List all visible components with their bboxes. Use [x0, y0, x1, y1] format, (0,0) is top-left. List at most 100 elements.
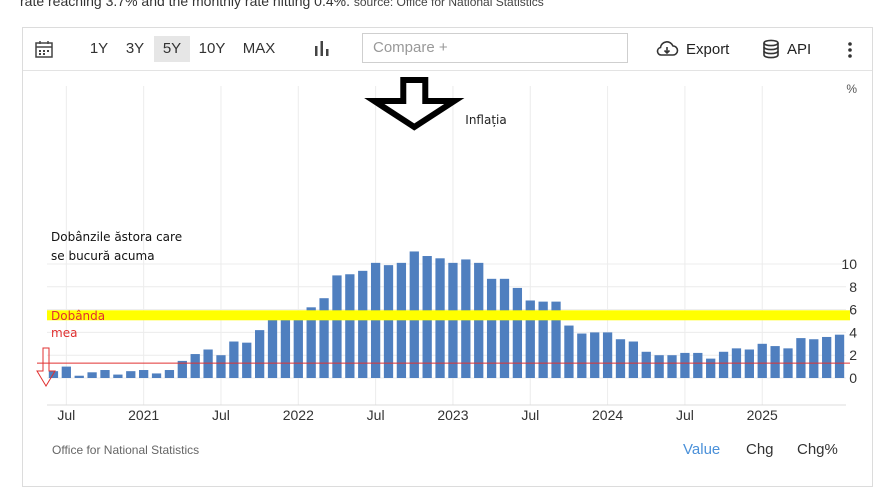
- calendar-icon[interactable]: [35, 40, 53, 58]
- bar: [229, 341, 239, 378]
- bar: [834, 334, 845, 378]
- bar: [538, 301, 548, 378]
- more-options-icon[interactable]: [846, 40, 854, 60]
- bar: [190, 354, 200, 378]
- x-axis-ticks: Jul 2021 Jul 2022 Jul 2023 Jul 2024 Jul 2025: [57, 407, 778, 423]
- bar: [151, 373, 162, 378]
- page-caption: rate reaching 3.7% and the monthly rate …: [20, 0, 544, 9]
- bar: [757, 343, 767, 378]
- x-tick-label: 2023: [437, 407, 468, 423]
- mode-chg-tab[interactable]: Chg: [746, 441, 774, 458]
- y-tick-label: 6: [849, 302, 857, 318]
- x-tick-label: 2025: [747, 407, 778, 423]
- bar: [706, 358, 716, 378]
- bar: [590, 332, 600, 378]
- bar: [139, 370, 149, 378]
- bar: [499, 278, 510, 378]
- y-tick-label: 2: [849, 347, 857, 363]
- bar: [693, 352, 703, 378]
- bar: [254, 330, 265, 378]
- x-tick-label: Jul: [521, 407, 539, 423]
- bar: [809, 339, 819, 378]
- x-tick-label: 2024: [592, 407, 623, 423]
- bar: [293, 315, 303, 378]
- bar: [370, 262, 381, 378]
- bar: [680, 352, 690, 378]
- x-tick-label: Jul: [367, 407, 385, 423]
- chart-type-icon[interactable]: [313, 40, 331, 58]
- y-axis-ticks: 0 2 4 6 8 10: [841, 256, 857, 386]
- bar: [796, 338, 806, 378]
- bar: [577, 333, 587, 378]
- bar: [358, 270, 368, 378]
- my-rate-label: Dobânda: [51, 309, 105, 323]
- bar: [718, 351, 729, 378]
- export-button[interactable]: Export: [655, 36, 729, 62]
- range-5y-button[interactable]: 5Y: [154, 36, 190, 62]
- bar: [770, 346, 780, 378]
- chart-toolbar: 1Y 3Y 5Y 10Y MAX Compare + Export: [23, 28, 872, 71]
- grid-lines: [47, 86, 846, 406]
- cloud-download-icon: [656, 41, 679, 56]
- savings-label: se bucură acuma: [51, 249, 155, 263]
- bar: [61, 366, 71, 378]
- mode-value-tab[interactable]: Value: [683, 441, 721, 458]
- bar: [551, 301, 561, 378]
- y-tick-label: 10: [841, 256, 857, 272]
- x-tick-label: 2022: [283, 407, 314, 423]
- bar: [383, 265, 394, 378]
- bar: [87, 372, 97, 378]
- bar: [242, 342, 252, 378]
- down-arrow-icon: [364, 77, 465, 131]
- small-down-arrow-icon: [36, 347, 56, 387]
- y-tick-label: 0: [849, 370, 857, 386]
- bar: [216, 355, 226, 378]
- range-10y-button[interactable]: 10Y: [198, 40, 226, 57]
- bar: [667, 355, 677, 378]
- annotations: Inflația Dobânzile ăstora care se bucură a…: [36, 77, 850, 387]
- inflation-label: Inflația: [465, 113, 506, 127]
- range-max-button[interactable]: MAX: [242, 40, 276, 57]
- bar: [448, 262, 458, 378]
- caption-source: source: Office for National Statistics: [353, 0, 544, 9]
- bar: [319, 298, 329, 378]
- bar: [203, 349, 213, 378]
- bar: [744, 349, 754, 378]
- bar: [525, 300, 535, 378]
- x-tick-label: Jul: [676, 407, 694, 423]
- api-button[interactable]: API: [762, 36, 811, 62]
- mode-chgpct-tab[interactable]: Chg%: [797, 441, 838, 458]
- bar: [564, 325, 574, 378]
- caption-text: rate reaching 3.7% and the monthly rate …: [20, 0, 350, 9]
- bar: [113, 374, 123, 378]
- bar: [306, 307, 316, 378]
- range-1y-button[interactable]: 1Y: [89, 40, 109, 57]
- compare-input[interactable]: Compare +: [362, 33, 628, 63]
- bar: [280, 316, 291, 378]
- footer-source: Office for National Statistics: [52, 443, 200, 457]
- bar: [177, 360, 187, 378]
- bar: [100, 370, 110, 378]
- bar: [345, 274, 355, 378]
- chart-canvas: 0 2 4 6 8 10 Jul 2021 Jul 2022 Jul 2023 Jul 2024 Jul 2…: [36, 77, 857, 423]
- x-tick-label: Jul: [57, 407, 75, 423]
- x-tick-label: 2021: [128, 407, 159, 423]
- bar: [126, 371, 136, 378]
- x-tick-label: Jul: [212, 407, 230, 423]
- bar: [164, 370, 175, 378]
- y-axis-unit: %: [846, 82, 857, 96]
- my-rate-label: mea: [51, 326, 77, 340]
- bar: [641, 351, 651, 378]
- bar: [628, 341, 639, 378]
- bar: [615, 339, 626, 378]
- bar: [267, 319, 278, 378]
- database-icon: [763, 39, 779, 59]
- y-tick-label: 4: [849, 324, 857, 340]
- bar: [486, 278, 497, 378]
- range-3y-button[interactable]: 3Y: [125, 40, 145, 57]
- chart-widget: 1Y 3Y 5Y 10Y MAX Compare + Export: [22, 27, 873, 487]
- export-label: Export: [686, 40, 730, 58]
- savings-rate-line: [47, 310, 850, 321]
- bar: [74, 375, 84, 378]
- bar: [474, 262, 484, 378]
